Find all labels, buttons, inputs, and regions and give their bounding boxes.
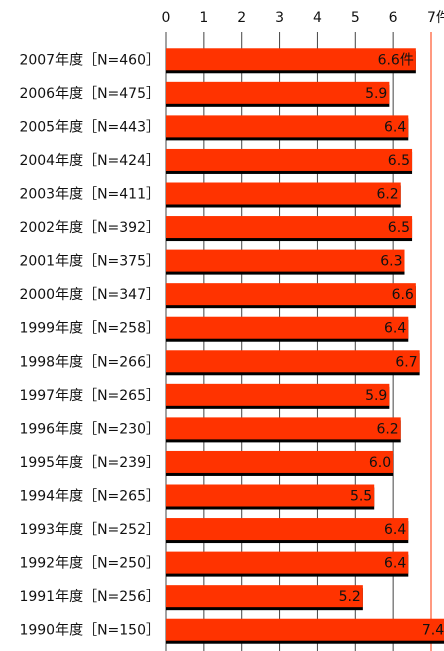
value-label: 5.9 (365, 86, 387, 102)
y-tick-label: 1997年度［N=265］ (19, 388, 160, 404)
y-tick-label: 1993年度［N=252］ (19, 522, 160, 538)
value-label: 6.4 (384, 321, 406, 337)
bar (166, 316, 409, 339)
y-tick-label: 2002年度［N=392］ (19, 220, 160, 236)
bar (166, 216, 413, 239)
bar (166, 182, 401, 205)
value-label: 6.7 (395, 354, 417, 370)
value-label: 6.2 (376, 187, 398, 203)
bar (166, 585, 363, 608)
y-tick-label: 2003年度［N=411］ (19, 187, 160, 203)
bar (166, 81, 390, 104)
x-tick-label: 4 (313, 10, 322, 26)
bar (166, 249, 405, 272)
x-tick-label: 0 (162, 10, 171, 26)
bar (166, 115, 409, 138)
value-label: 6.2 (376, 421, 398, 437)
bar (166, 350, 420, 373)
y-tick-label: 1991年度［N=256］ (19, 589, 160, 605)
value-label: 6.3 (380, 254, 402, 270)
y-tick-label: 2006年度［N=475］ (19, 86, 160, 102)
value-label: 6.5 (388, 220, 410, 236)
y-tick-label: 1996年度［N=230］ (19, 421, 160, 437)
y-tick-label: 1999年度［N=258］ (19, 321, 160, 337)
x-tick-label: 3 (275, 10, 284, 26)
y-tick-label: 2004年度［N=424］ (19, 153, 160, 169)
bar (166, 48, 416, 71)
value-label: 7.4 (422, 623, 444, 639)
y-tick-label: 2007年度［N=460］ (19, 52, 160, 68)
y-tick-label: 1995年度［N=239］ (19, 455, 160, 471)
bar (166, 518, 409, 541)
y-tick-label: 2000年度［N=347］ (19, 287, 160, 303)
y-tick-label: 2005年度［N=443］ (19, 119, 160, 135)
y-tick-label: 1992年度［N=250］ (19, 556, 160, 572)
bar (166, 618, 444, 641)
y-tick-label: 1998年度［N=266］ (19, 354, 160, 370)
bar (166, 148, 413, 171)
bar (166, 551, 409, 574)
bar (166, 484, 375, 507)
value-label: 5.2 (339, 589, 361, 605)
y-tick-label: 2001年度［N=375］ (19, 254, 160, 270)
bar (166, 383, 390, 406)
x-tick-label: 6 (389, 10, 398, 26)
value-label: 5.5 (350, 489, 372, 505)
value-label: 6.6件 (378, 52, 414, 68)
value-label: 6.4 (384, 119, 406, 135)
value-label: 6.4 (384, 556, 406, 572)
value-label: 6.5 (388, 153, 410, 169)
x-tick-label: 7件 (427, 10, 444, 26)
bar (166, 450, 394, 473)
x-tick-label: 5 (351, 10, 360, 26)
x-tick-label: 1 (199, 10, 208, 26)
y-tick-label: 1994年度［N=265］ (19, 489, 160, 505)
value-label: 6.6 (392, 287, 414, 303)
x-tick-label: 2 (237, 10, 246, 26)
value-label: 5.9 (365, 388, 387, 404)
value-label: 6.4 (384, 522, 406, 538)
y-tick-label: 1990年度［N=150］ (19, 623, 160, 639)
bar (166, 283, 416, 306)
bar (166, 417, 401, 440)
value-label: 6.0 (369, 455, 391, 471)
